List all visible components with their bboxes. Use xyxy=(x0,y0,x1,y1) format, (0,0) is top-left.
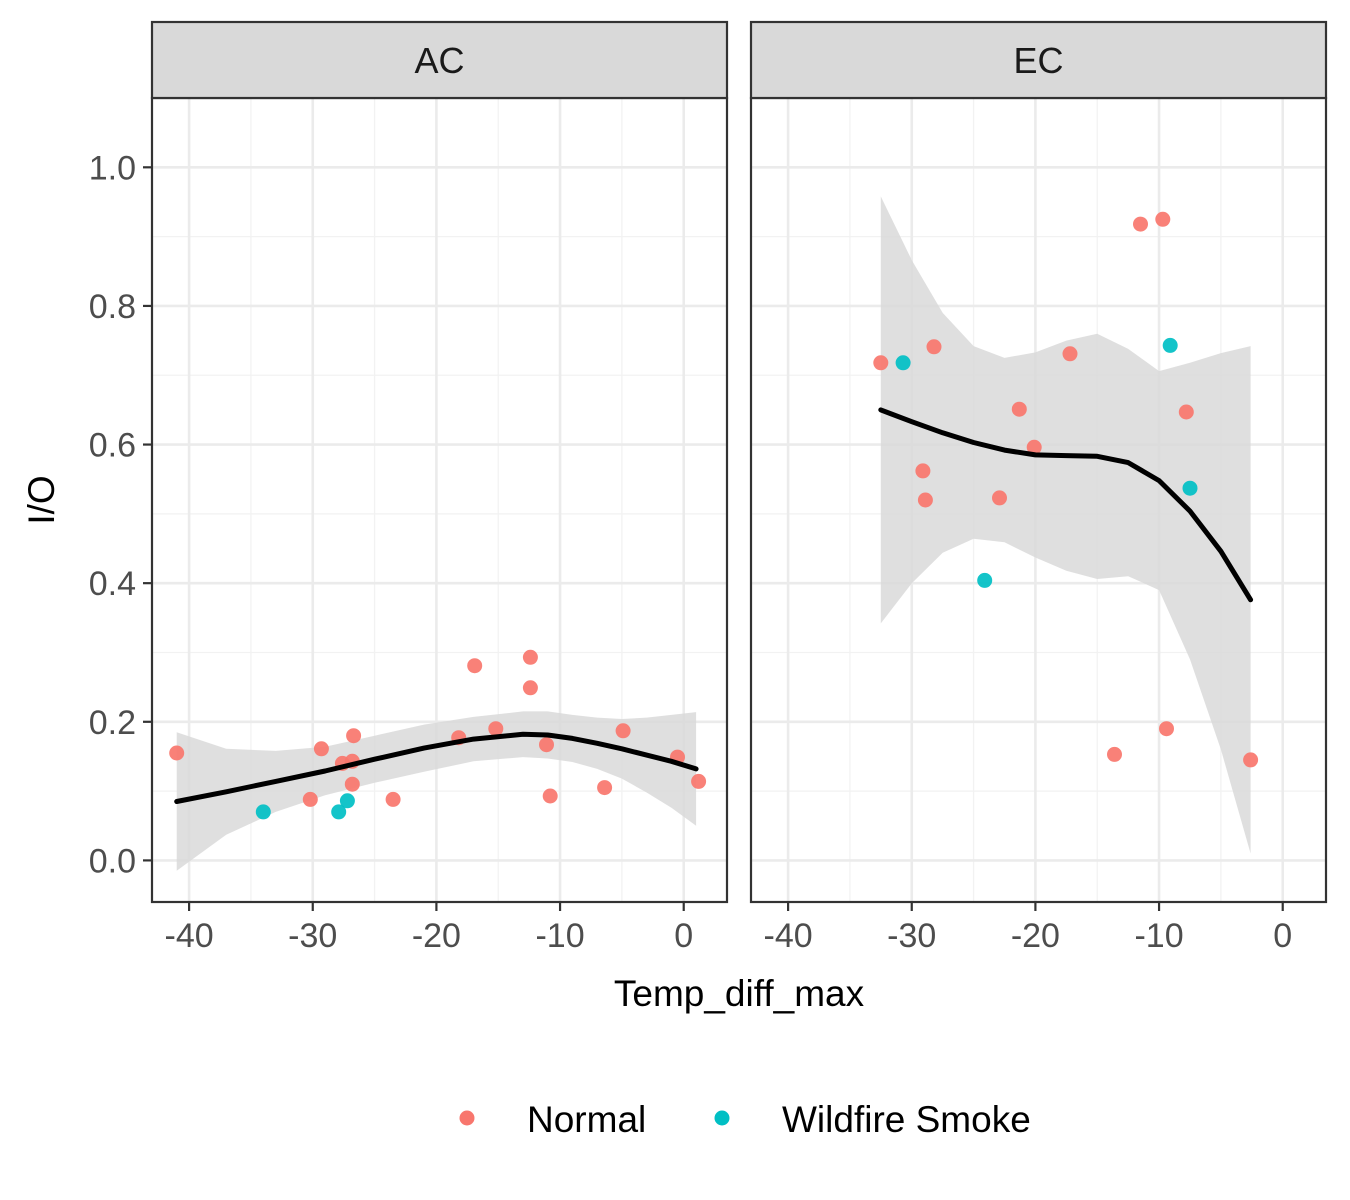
point-wildfire-smoke xyxy=(895,355,911,371)
y-tick-label: 0.8 xyxy=(89,288,136,326)
y-axis-title: I/O xyxy=(21,475,62,524)
x-tick-label: -20 xyxy=(412,917,461,955)
legend-item: Normal xyxy=(459,1099,646,1140)
legend: Normal Wildfire Smoke xyxy=(459,1099,1031,1140)
x-tick-label: -40 xyxy=(764,917,813,955)
y-tick-label: 0.4 xyxy=(89,565,136,603)
legend-key xyxy=(459,1110,475,1126)
strip-background xyxy=(749,20,1328,100)
point-normal xyxy=(992,490,1007,506)
facet-panels: AC -40 -30 -20 -10 0 0.0 0.2 0.4 0.6 0.8 1.0 EC -40 -3… xyxy=(89,20,1328,955)
grid-lines xyxy=(751,98,1326,902)
x-tick-label: -10 xyxy=(1134,917,1183,955)
point-wildfire-smoke xyxy=(977,572,993,588)
point-normal xyxy=(522,649,538,665)
strip-label: AC xyxy=(414,40,464,81)
x-tick-label: -40 xyxy=(165,917,214,955)
legend-label: Normal xyxy=(527,1099,646,1140)
point-normal xyxy=(1133,216,1148,232)
point-normal xyxy=(1107,746,1122,762)
point-normal xyxy=(691,773,707,789)
strip-background xyxy=(150,20,729,100)
point-normal xyxy=(1243,752,1259,768)
legend-item: Wildfire Smoke xyxy=(714,1099,1031,1140)
point-normal xyxy=(522,680,538,696)
point-normal xyxy=(344,776,360,792)
point-wildfire-smoke xyxy=(255,804,271,820)
x-tick-label: -10 xyxy=(535,917,584,955)
x-tick-label: -30 xyxy=(288,917,337,955)
panel-ac: AC -40 -30 -20 -10 0 0.0 0.2 0.4 0.6 0.8 1.0 xyxy=(89,20,729,955)
point-normal xyxy=(597,780,613,796)
point-normal xyxy=(1155,211,1171,227)
point-normal xyxy=(488,721,504,737)
point-normal xyxy=(539,737,554,753)
x-tick-label: 0 xyxy=(1273,917,1292,955)
x-tick-label: -20 xyxy=(1011,917,1060,955)
y-tick-label: 0.0 xyxy=(89,842,136,880)
x-tick-label: 0 xyxy=(674,917,693,955)
point-normal xyxy=(467,658,483,674)
y-tick-label: 0.2 xyxy=(89,704,136,742)
strip-label: EC xyxy=(1013,40,1063,81)
point-normal xyxy=(873,355,889,371)
point-normal xyxy=(169,745,185,761)
panel-ec: EC -40 -30 -20 -10 0 xyxy=(749,20,1328,955)
y-tick-label: 0.6 xyxy=(89,427,136,465)
point-normal xyxy=(346,728,362,744)
confidence-band xyxy=(880,196,1251,854)
point-normal xyxy=(915,463,931,479)
point-normal xyxy=(302,791,318,807)
smooth-line xyxy=(878,407,1254,603)
point-wildfire-smoke xyxy=(1182,480,1198,496)
point-normal xyxy=(385,791,401,807)
point-normal xyxy=(1178,404,1194,420)
point-normal xyxy=(313,741,329,757)
point-normal xyxy=(926,339,942,355)
confidence-band xyxy=(176,711,697,871)
point-wildfire-smoke xyxy=(331,804,347,820)
point-wildfire-smoke xyxy=(339,793,355,809)
point-normal xyxy=(542,788,558,804)
point-wildfire-smoke xyxy=(1162,337,1178,353)
point-normal xyxy=(1062,346,1078,362)
x-axis-title: Temp_diff_max xyxy=(614,973,865,1014)
x-tick-label: -30 xyxy=(887,917,936,955)
legend-label: Wildfire Smoke xyxy=(782,1099,1031,1140)
point-normal xyxy=(615,723,631,739)
y-tick-label: 1.0 xyxy=(89,149,136,187)
point-normal xyxy=(1159,721,1174,737)
point-normal xyxy=(917,492,933,508)
legend-key xyxy=(714,1110,730,1126)
point-normal xyxy=(1026,439,1042,455)
smooth-line xyxy=(174,731,699,804)
point-normal xyxy=(1011,401,1027,417)
